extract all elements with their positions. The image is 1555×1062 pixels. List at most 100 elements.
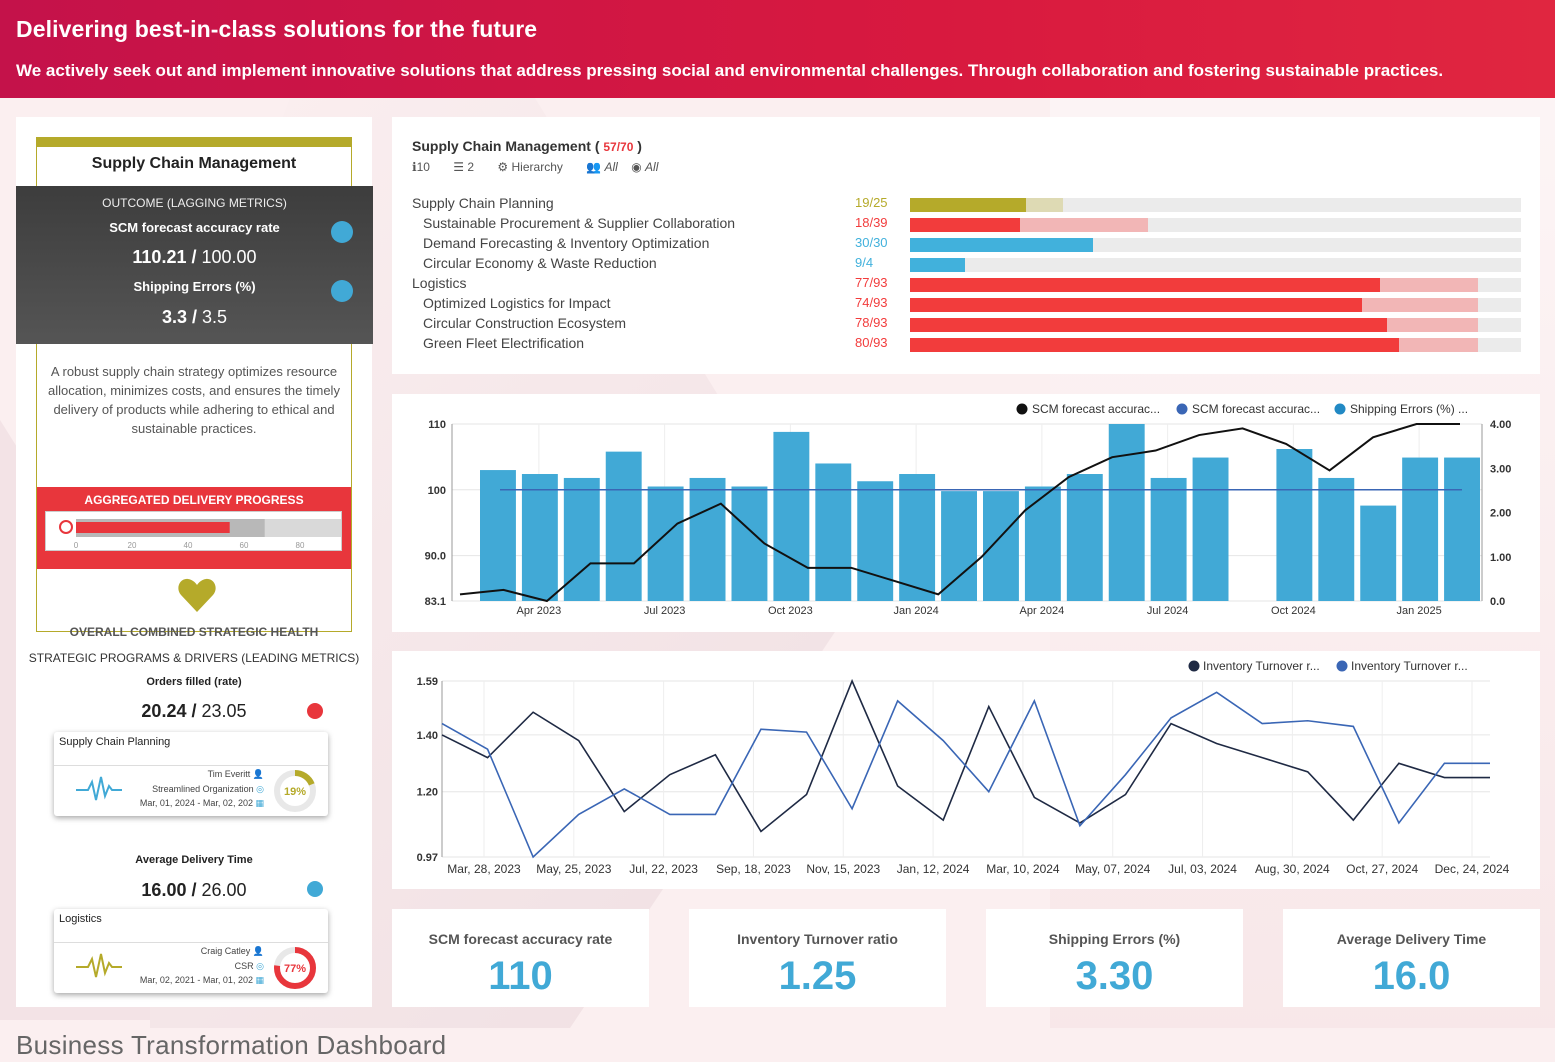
status-filter[interactable]: ◉ All xyxy=(631,160,659,174)
program-progress-track xyxy=(910,238,1521,252)
heart-icon xyxy=(178,578,216,612)
bar xyxy=(1444,457,1480,601)
program-progress-fill xyxy=(910,198,1027,212)
gauge-tick-label: 0 xyxy=(74,541,79,550)
page-title: Delivering best-in-class solutions for t… xyxy=(16,16,538,42)
user-icon: 👤 xyxy=(252,946,264,956)
program-row-name: Circular Construction Ecosystem xyxy=(423,315,627,331)
programs-title: Supply Chain Management ( 57/70 ) xyxy=(412,138,642,154)
kpi-tile-forecast[interactable]: SCM forecast accuracy rate 110 xyxy=(392,909,649,1007)
y-tick-label: 110 xyxy=(428,419,446,431)
program-row-value: 30/30 xyxy=(855,235,888,250)
x-tick-label: Jul, 03, 2024 xyxy=(1168,862,1237,876)
program-org: CSR ◎ xyxy=(234,961,264,971)
divider xyxy=(54,765,328,766)
program-progress-track xyxy=(910,318,1521,332)
gauge-fill xyxy=(76,522,230,533)
donut-percent: 19% xyxy=(284,786,306,798)
y-tick-label: 100 xyxy=(428,485,446,497)
bar xyxy=(689,477,726,601)
bar xyxy=(480,470,516,601)
program-row[interactable]: Circular Economy & Waste Reduction 9/4 xyxy=(392,255,1540,275)
program-row[interactable]: Logistics 77/93 xyxy=(392,275,1540,295)
bar xyxy=(605,451,642,601)
program-row[interactable]: Supply Chain Planning 19/25 xyxy=(392,195,1540,215)
leading-metric-name: Orders filled (rate) xyxy=(146,676,242,688)
bar xyxy=(731,486,768,601)
program-row-value: 19/25 xyxy=(855,195,888,210)
y-tick-label: 0.97 xyxy=(417,852,438,864)
leading-metric-value: 16.00 / 26.00 xyxy=(141,880,247,900)
kpi-tile-delivery[interactable]: Average Delivery Time 16.0 xyxy=(1283,909,1540,1007)
overall-health-label: OVERALL COMBINED STRATEGIC HEALTH xyxy=(69,625,319,639)
metric2-name: Shipping Errors (%) xyxy=(133,279,256,294)
program-row-name: Optimized Logistics for Impact xyxy=(423,295,611,311)
kpi-value: 1.25 xyxy=(778,954,857,998)
program-row[interactable]: Green Fleet Electrification 80/93 xyxy=(392,335,1540,355)
program-row[interactable]: Demand Forecasting & Inventory Optimizat… xyxy=(392,235,1540,255)
pulse-icon xyxy=(76,776,122,801)
legend-marker xyxy=(1336,660,1348,672)
bar xyxy=(815,463,852,601)
bar xyxy=(1066,474,1103,601)
scm-description: A robust supply chain strategy optimizes… xyxy=(48,364,340,436)
program-card[interactable]: Logistics Craig Catley 👤 CSR ◎ Mar, 02, … xyxy=(54,909,328,993)
metric1-value: 110.21 / 100.00 xyxy=(132,247,257,267)
legend-label: Shipping Errors (%) ... xyxy=(1350,402,1468,416)
y-tick-label-right: 3.00 xyxy=(1490,463,1511,475)
x-tick-label: Nov, 15, 2023 xyxy=(806,862,880,876)
legend-marker xyxy=(1176,403,1188,415)
legend-marker xyxy=(1016,403,1028,415)
list-filter[interactable]: ☰ 2 xyxy=(453,160,475,174)
target-icon: ◎ xyxy=(256,961,264,971)
program-card[interactable]: Supply Chain Planning Tim Everitt 👤 Stre… xyxy=(54,732,328,816)
legend-label: Inventory Turnover r... xyxy=(1203,659,1320,673)
program-row-name: Supply Chain Planning xyxy=(412,195,554,211)
program-progress-fill xyxy=(910,238,1094,252)
gauge-tick-label: 80 xyxy=(296,541,305,550)
info-filter[interactable]: ℹ10 xyxy=(412,160,430,174)
page-subtitle: We actively seek out and implement innov… xyxy=(16,61,1444,80)
gauge-marker xyxy=(59,520,73,534)
x-tick-label: Mar, 10, 2024 xyxy=(986,862,1060,876)
aggregated-progress-gauge: 0 20 40 60 80 xyxy=(45,511,342,551)
bar xyxy=(773,431,810,601)
program-row[interactable]: Optimized Logistics for Impact 74/93 xyxy=(392,295,1540,315)
dashboard-title: Business Transformation Dashboard xyxy=(16,1030,447,1060)
divider xyxy=(54,942,328,943)
programs-toolbar: ℹ10 ☰ 2 ⚙ Hierarchy 👥 All ◉ All xyxy=(412,160,668,174)
people-filter[interactable]: 👥 All xyxy=(586,160,618,174)
kpi-value: 110 xyxy=(488,954,553,998)
program-progress-fill xyxy=(910,258,965,272)
x-tick-label: May, 07, 2024 xyxy=(1075,862,1150,876)
program-row-name: Circular Economy & Waste Reduction xyxy=(423,255,657,271)
y-tick-label: 1.20 xyxy=(417,787,438,799)
x-tick-label: Oct 2024 xyxy=(1271,605,1316,617)
bar xyxy=(983,491,1019,601)
scm-card[interactable]: Supply Chain Management OUTCOME (LAGGING… xyxy=(16,137,373,639)
kpi-tile-shipping[interactable]: Shipping Errors (%) 3.30 xyxy=(986,909,1243,1007)
program-progress-track xyxy=(910,198,1521,212)
x-tick-label: Jul, 22, 2023 xyxy=(629,862,698,876)
kpi-value: 3.30 xyxy=(1075,954,1154,998)
x-tick-label: Apr 2023 xyxy=(517,605,562,617)
donut-fill xyxy=(274,947,316,989)
user-icon: 👤 xyxy=(252,769,264,779)
leading-metric-value: 20.24 / 23.05 xyxy=(141,701,247,721)
x-tick-label: Sep, 18, 2023 xyxy=(716,862,791,876)
program-row[interactable]: Circular Construction Ecosystem 78/93 xyxy=(392,315,1540,335)
kpi-label: Average Delivery Time xyxy=(1336,931,1487,947)
program-progress-track xyxy=(910,258,1521,272)
bar xyxy=(1402,457,1439,601)
program-row[interactable]: Sustainable Procurement & Supplier Colla… xyxy=(392,215,1540,235)
hierarchy-filter[interactable]: ⚙ Hierarchy xyxy=(497,160,563,174)
metric1-status-dot xyxy=(331,221,353,243)
x-tick-label: Mar, 28, 2023 xyxy=(447,862,521,876)
kpi-tile-inventory[interactable]: Inventory Turnover ratio 1.25 xyxy=(689,909,946,1007)
program-progress-track xyxy=(910,278,1521,292)
leading-metric-status-dot xyxy=(307,881,323,897)
program-progress-fill xyxy=(910,278,1381,292)
program-org: Streamlined Organization ◎ xyxy=(152,784,264,794)
x-tick-label: Oct 2023 xyxy=(768,605,813,617)
metric1-name: SCM forecast accuracy rate xyxy=(109,220,280,235)
